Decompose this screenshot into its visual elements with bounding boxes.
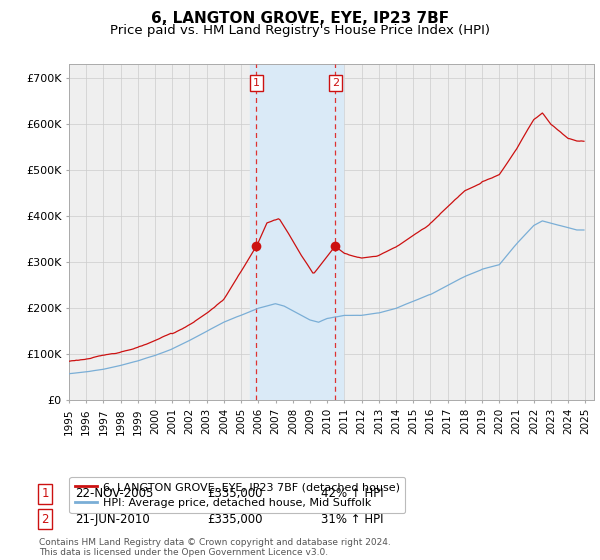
Text: Contains HM Land Registry data © Crown copyright and database right 2024.
This d: Contains HM Land Registry data © Crown c…	[39, 538, 391, 557]
Text: 2: 2	[332, 78, 339, 88]
Text: 22-NOV-2005: 22-NOV-2005	[75, 487, 154, 501]
Bar	[250, 64, 343, 400]
Text: 1: 1	[41, 487, 49, 501]
Text: 6, LANGTON GROVE, EYE, IP23 7BF: 6, LANGTON GROVE, EYE, IP23 7BF	[151, 11, 449, 26]
Text: Price paid vs. HM Land Registry's House Price Index (HPI): Price paid vs. HM Land Registry's House …	[110, 24, 490, 36]
Text: £335,000: £335,000	[207, 487, 263, 501]
Text: £335,000: £335,000	[207, 512, 263, 526]
Text: 1: 1	[253, 78, 260, 88]
Text: 2: 2	[41, 512, 49, 526]
Text: 31% ↑ HPI: 31% ↑ HPI	[321, 512, 383, 526]
Legend: 6, LANGTON GROVE, EYE, IP23 7BF (detached house), HPI: Average price, detached h: 6, LANGTON GROVE, EYE, IP23 7BF (detache…	[70, 477, 405, 513]
Text: 42% ↑ HPI: 42% ↑ HPI	[321, 487, 383, 501]
Text: 21-JUN-2010: 21-JUN-2010	[75, 512, 150, 526]
